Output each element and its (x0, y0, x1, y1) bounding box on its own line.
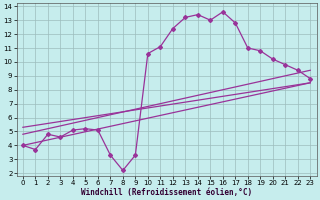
X-axis label: Windchill (Refroidissement éolien,°C): Windchill (Refroidissement éolien,°C) (81, 188, 252, 197)
